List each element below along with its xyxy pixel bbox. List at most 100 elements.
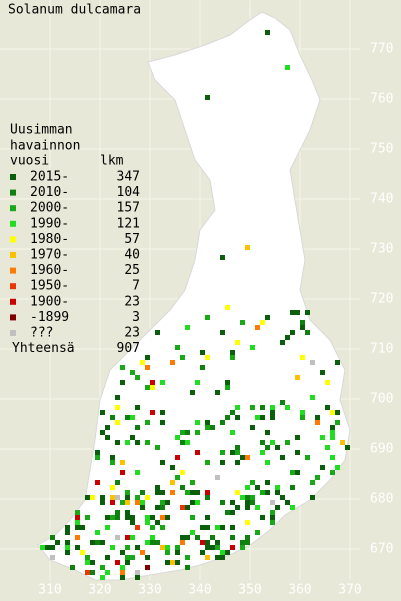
observation-square	[235, 415, 240, 420]
observation-square	[265, 430, 270, 435]
observation-square	[125, 545, 130, 550]
observation-square	[175, 435, 180, 440]
observation-square	[220, 525, 225, 530]
observation-square	[180, 470, 185, 475]
observation-square	[195, 430, 200, 435]
legend-count-heading: lkm	[100, 154, 124, 169]
observation-square	[220, 420, 225, 425]
observation-square	[265, 460, 270, 465]
observation-square	[205, 490, 210, 495]
observation-square	[140, 505, 145, 510]
legend-label: 1900-	[30, 294, 69, 309]
observation-square	[150, 540, 155, 545]
observation-square	[270, 520, 275, 525]
legend: 2015- 347 2010- 104 2000- 157 1990- 121 1980- 57 1…	[10, 170, 140, 356]
observation-square	[115, 440, 120, 445]
observation-square	[220, 555, 225, 560]
observation-square	[205, 355, 210, 360]
observation-square	[110, 545, 115, 550]
observation-square	[260, 405, 265, 410]
observation-square	[330, 470, 335, 475]
observation-square	[300, 320, 305, 325]
observation-square	[250, 405, 255, 410]
observation-square	[115, 510, 120, 515]
observation-square	[335, 420, 340, 425]
y-label: 720	[370, 292, 393, 307]
observation-square	[125, 515, 130, 520]
observation-square	[300, 410, 305, 415]
observation-square	[195, 535, 200, 540]
observation-square	[75, 510, 80, 515]
observation-square	[155, 540, 160, 545]
legend-count: 7	[132, 279, 140, 294]
observation-square	[325, 445, 330, 450]
observation-square	[250, 495, 255, 500]
y-label: 710	[370, 342, 393, 357]
observation-square	[330, 430, 335, 435]
observation-square	[120, 500, 125, 505]
observation-square	[90, 540, 95, 545]
observation-square	[125, 490, 130, 495]
x-label: 370	[338, 583, 361, 598]
observation-square	[105, 570, 110, 575]
observation-square	[265, 490, 270, 495]
observation-square	[195, 500, 200, 505]
legend-swatch	[10, 252, 16, 258]
observation-square	[310, 360, 315, 365]
observation-square	[160, 420, 165, 425]
legend-count: 347	[117, 170, 140, 185]
observation-square	[255, 485, 260, 490]
observation-square	[85, 555, 90, 560]
observation-square	[165, 545, 170, 550]
observation-square	[110, 515, 115, 520]
observation-square	[110, 460, 115, 465]
observation-square	[245, 540, 250, 545]
observation-square	[265, 30, 270, 35]
observation-square	[280, 340, 285, 345]
observation-square	[215, 555, 220, 560]
observation-square	[210, 545, 215, 550]
legend-count: 23	[124, 294, 140, 309]
observation-square	[205, 545, 210, 550]
observation-square	[270, 440, 275, 445]
x-label: 320	[88, 583, 111, 598]
observation-square	[85, 560, 90, 565]
observation-square	[160, 410, 165, 415]
observation-square	[260, 515, 265, 520]
observation-square	[95, 540, 100, 545]
observation-square	[175, 560, 180, 565]
observation-square	[125, 560, 130, 565]
observation-square	[335, 465, 340, 470]
legend-swatch	[10, 236, 16, 243]
observation-square	[130, 370, 135, 375]
observation-square	[175, 545, 180, 550]
observation-square	[175, 455, 180, 460]
observation-square	[180, 440, 185, 445]
observation-square	[50, 555, 55, 560]
y-label: 730	[370, 242, 393, 257]
observation-square	[260, 415, 265, 420]
observations	[40, 30, 350, 580]
observation-square	[85, 495, 90, 500]
observation-square	[225, 380, 230, 385]
observation-square	[190, 515, 195, 520]
observation-square	[75, 525, 80, 530]
observation-square	[90, 570, 95, 575]
x-label: 350	[238, 583, 261, 598]
observation-square	[65, 530, 70, 535]
observation-square	[160, 380, 165, 385]
observation-square	[95, 530, 100, 535]
observation-square	[175, 550, 180, 555]
observation-square	[310, 480, 315, 485]
observation-square	[190, 480, 195, 485]
observation-square	[190, 490, 195, 495]
observation-square	[160, 500, 165, 505]
observation-square	[165, 550, 170, 555]
observation-square	[145, 565, 150, 570]
observation-square	[185, 505, 190, 510]
observation-square	[145, 555, 150, 560]
observation-square	[110, 415, 115, 420]
observation-square	[325, 405, 330, 410]
